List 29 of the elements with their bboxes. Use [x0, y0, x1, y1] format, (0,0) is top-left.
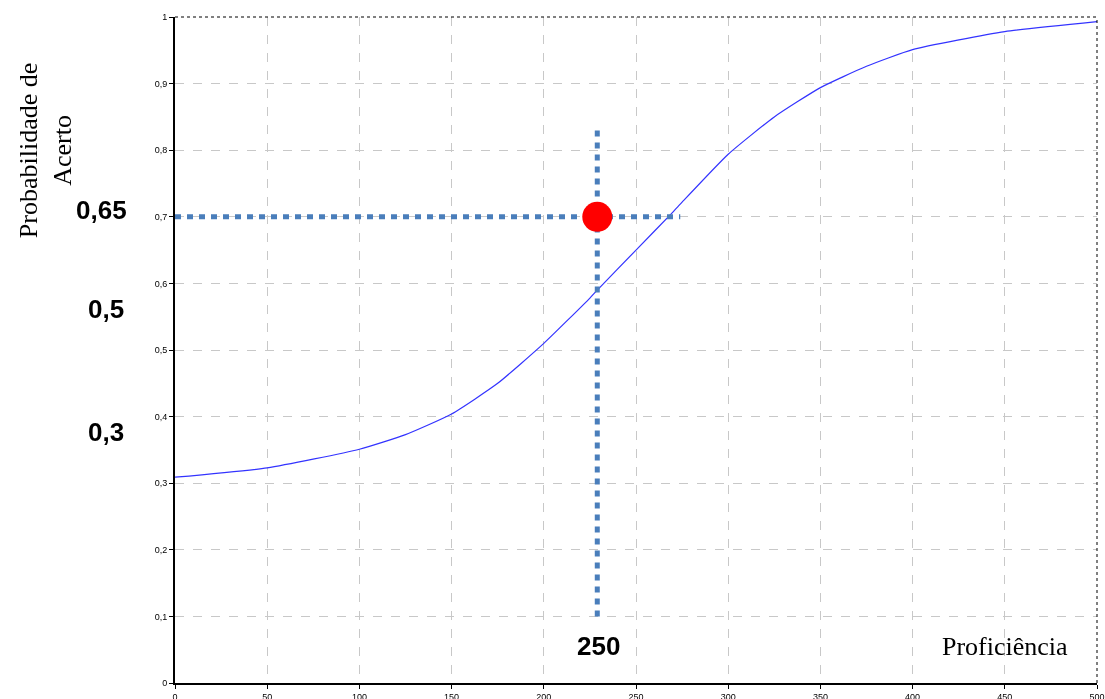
- x-tick-label: 0: [172, 691, 178, 699]
- y-tick-label: 0,8: [154, 145, 168, 156]
- x-axis-title: Proficiência: [942, 632, 1069, 661]
- y-tick-label: 0,9: [154, 78, 168, 89]
- text: 0,5: [88, 294, 125, 324]
- x-tick-label: 200: [536, 691, 552, 699]
- y-tick-label: 0,3: [154, 478, 168, 489]
- y-tick-label: 0,6: [154, 278, 168, 289]
- x-tick-label: 300: [720, 691, 736, 699]
- x-tick-label: 400: [905, 691, 921, 699]
- y-tick-label: 0,5: [154, 345, 168, 356]
- text: 0,3: [88, 417, 125, 447]
- x-tick-label: 450: [997, 691, 1013, 699]
- y-tick-label: 0,2: [154, 544, 168, 555]
- annotation: 250: [577, 631, 621, 661]
- line-series: [175, 21, 1097, 478]
- x-tick-label: 250: [628, 691, 644, 699]
- y-tick-label: 0,1: [154, 611, 168, 622]
- y-tick-label: 0: [162, 678, 168, 689]
- y-tick-label: 0,7: [154, 211, 168, 222]
- y-axis-title: Probabilidade de Acerto: [13, 62, 77, 239]
- y-tick-label: 1: [162, 12, 168, 23]
- x-tick-label: 350: [812, 691, 828, 699]
- x-tick-label: 100: [351, 691, 367, 699]
- x-tick-label: 50: [262, 691, 273, 699]
- text: 0,65: [76, 195, 127, 225]
- x-tick-label: 500: [1089, 691, 1105, 699]
- y-tick-label: 0,4: [154, 411, 168, 422]
- x-tick-label: 150: [444, 691, 460, 699]
